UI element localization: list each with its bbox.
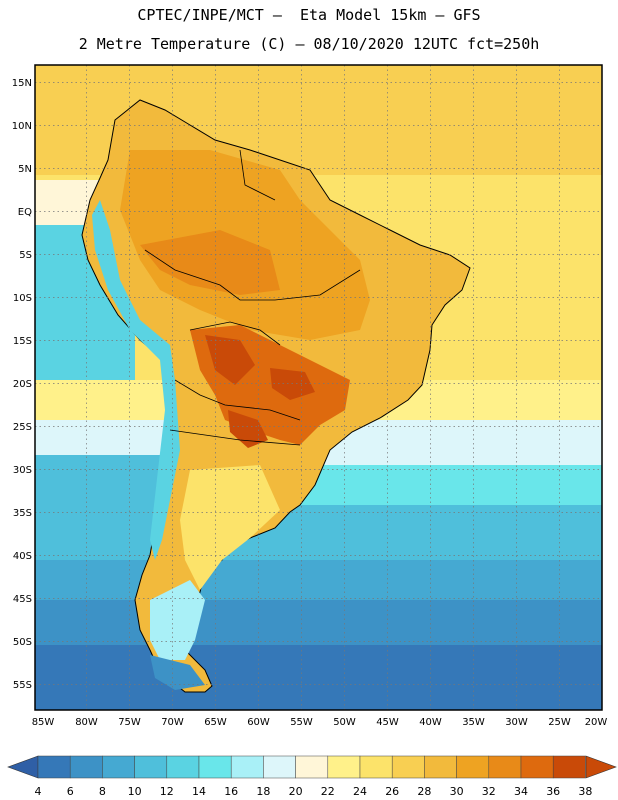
lon-label: 85W (32, 717, 55, 728)
lat-label: 15S (13, 336, 32, 347)
lon-label: 25W (548, 717, 571, 728)
country-borders (144, 149, 361, 446)
longitude-labels: 85W 80W 75W 70W 65W 60W 55W 50W 45W 40W … (32, 717, 608, 728)
colorbar-label: 24 (353, 785, 367, 798)
lat-label: 10N (12, 121, 32, 132)
lon-label: 55W (290, 717, 313, 728)
colorbar-swatch (359, 755, 393, 779)
lat-label: EQ (18, 207, 32, 218)
southern-mild-zone (180, 465, 280, 590)
colorbar-swatch (69, 755, 103, 779)
ocean-band-pacific-south (35, 455, 175, 515)
lat-label: 20S (13, 379, 32, 390)
colorbar-label: 4 (35, 785, 42, 798)
lon-label: 30W (505, 717, 528, 728)
map-frame (34, 64, 603, 711)
lon-label: 70W (161, 717, 184, 728)
colorbar: 4 6 8 10 12 14 16 18 20 22 24 26 28 30 32 34 36 38 (7, 755, 617, 798)
map-title-line2: 2 Metre Temperature (C) – 08/10/2020 12U… (78, 35, 540, 53)
colorbar-swatch (391, 755, 425, 779)
colorbar-swatch (327, 755, 361, 779)
colorbar-swatch (552, 755, 586, 779)
colorbar-label: 18 (256, 785, 270, 798)
colorbar-swatch (456, 755, 490, 779)
lon-label: 75W (118, 717, 141, 728)
graticule (35, 65, 602, 710)
tierra-del-fuego-cold-zone (150, 655, 205, 690)
lat-label: 55S (13, 680, 32, 691)
colorbar-arrow-left (7, 755, 39, 779)
lon-label: 65W (204, 717, 227, 728)
ocean-band-cold2 (35, 645, 602, 710)
colorbar-label: 8 (99, 785, 106, 798)
chaco-hot-zone (228, 410, 268, 448)
colorbar-swatch (520, 755, 554, 779)
colorbar-swatch (488, 755, 522, 779)
lon-label: 50W (333, 717, 356, 728)
colorbar-swatch (134, 755, 168, 779)
lon-label: 80W (75, 717, 98, 728)
lon-label: 20W (585, 717, 608, 728)
pantanal-hot-zone (270, 368, 315, 400)
colorbar-label: 30 (450, 785, 464, 798)
colorbar-swatch (37, 755, 71, 779)
colorbar-label: 10 (128, 785, 142, 798)
colorbar-swatch (230, 755, 264, 779)
andes-cold-strip (92, 200, 180, 560)
lon-label: 35W (462, 717, 485, 728)
map-title-line1: CPTEC/INPE/MCT – Eta Model 15km – GFS (137, 6, 481, 24)
lon-label: 45W (376, 717, 399, 728)
ocean-band-cold1 (35, 600, 602, 650)
colorbar-swatch (424, 755, 457, 779)
colorbar-arrow-right (585, 755, 617, 779)
lat-label: 5N (18, 164, 32, 175)
colorbar-label: 6 (67, 785, 74, 798)
lat-label: 25S (13, 422, 32, 433)
lat-label: 30S (13, 465, 32, 476)
colorbar-label: 14 (192, 785, 206, 798)
lon-label: 40W (419, 717, 442, 728)
colorbar-swatch (263, 755, 296, 779)
colorbar-label: 22 (321, 785, 335, 798)
colorbar-swatch (102, 755, 135, 779)
lat-label: 40S (13, 551, 32, 562)
lat-label: 10S (13, 293, 32, 304)
colorbar-label: 32 (482, 785, 496, 798)
lat-label: 15N (12, 78, 32, 89)
patagonia-cool-zone (150, 580, 205, 660)
lon-label: 60W (247, 717, 270, 728)
colorbar-label: 26 (385, 785, 399, 798)
latitude-labels: 15N 10N 5N EQ 5S 10S 15S 20S 25S 30S 35S… (12, 78, 32, 691)
lat-label: 5S (19, 250, 32, 261)
bolivia-hot-zone (205, 335, 255, 385)
colorbar-label: 36 (546, 785, 560, 798)
colorbar-swatch (295, 755, 329, 779)
temperature-field (35, 65, 602, 710)
colorbar-label: 16 (224, 785, 238, 798)
colorbar-label: 28 (417, 785, 431, 798)
northern-warm-zone (140, 230, 280, 295)
colorbar-label: 12 (160, 785, 174, 798)
lat-label: 45S (13, 594, 32, 605)
lat-label: 50S (13, 637, 32, 648)
colorbar-swatch (166, 755, 200, 779)
colorbar-swatch (198, 755, 232, 779)
colorbar-label: 20 (289, 785, 303, 798)
colorbar-label: 34 (514, 785, 528, 798)
colorbar-label: 38 (578, 785, 592, 798)
lat-label: 35S (13, 508, 32, 519)
